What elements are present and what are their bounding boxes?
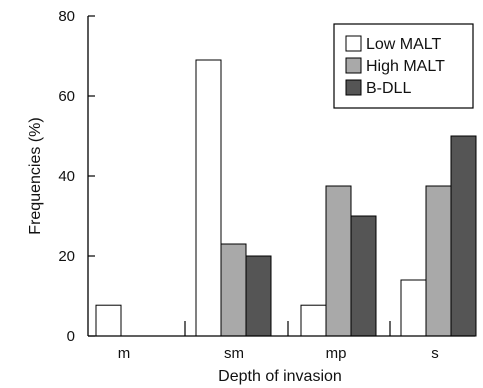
bar-s-b-dll — [450, 135, 477, 337]
y-tick-label-80: 80 — [58, 8, 75, 25]
bar-sm-b-dll — [245, 255, 272, 337]
y-axis-title: Frequencies (%) — [27, 117, 44, 234]
legend-label-b-dll: B-DLL — [366, 80, 411, 97]
bar-sm-high-malt — [220, 243, 247, 337]
legend-swatch-low-malt — [345, 35, 362, 52]
bar-s-low-malt — [400, 279, 427, 337]
legend: Low MALT High MALT B-DLL — [333, 23, 474, 109]
y-ticks: 0 20 40 60 80 — [58, 8, 95, 345]
legend-swatch-high-malt — [345, 57, 362, 74]
bar-m-low-malt — [95, 304, 122, 337]
bar-s-high-malt — [425, 185, 452, 337]
x-axis-title: Depth of invasion — [218, 368, 342, 385]
x-tick-label-s: s — [431, 345, 439, 362]
x-tick-label-sm: sm — [224, 345, 244, 362]
y-tick-label-20: 20 — [58, 248, 75, 265]
bar-mp-high-malt — [325, 185, 352, 337]
legend-label-low-malt: Low MALT — [366, 36, 442, 53]
y-tick-label-40: 40 — [58, 168, 75, 185]
bar-mp-b-dll — [350, 215, 377, 337]
bars-layer — [95, 59, 477, 337]
legend-swatch-b-dll — [345, 79, 362, 96]
bar-sm-low-malt — [195, 59, 222, 337]
bar-mp-low-malt — [300, 304, 327, 337]
y-tick-label-0: 0 — [67, 328, 75, 345]
legend-label-high-malt: High MALT — [366, 58, 445, 75]
x-tick-label-mp: mp — [326, 345, 347, 362]
x-tick-label-m: m — [118, 345, 131, 362]
y-tick-label-60: 60 — [58, 88, 75, 105]
x-ticks: m sm mp s — [118, 321, 439, 362]
